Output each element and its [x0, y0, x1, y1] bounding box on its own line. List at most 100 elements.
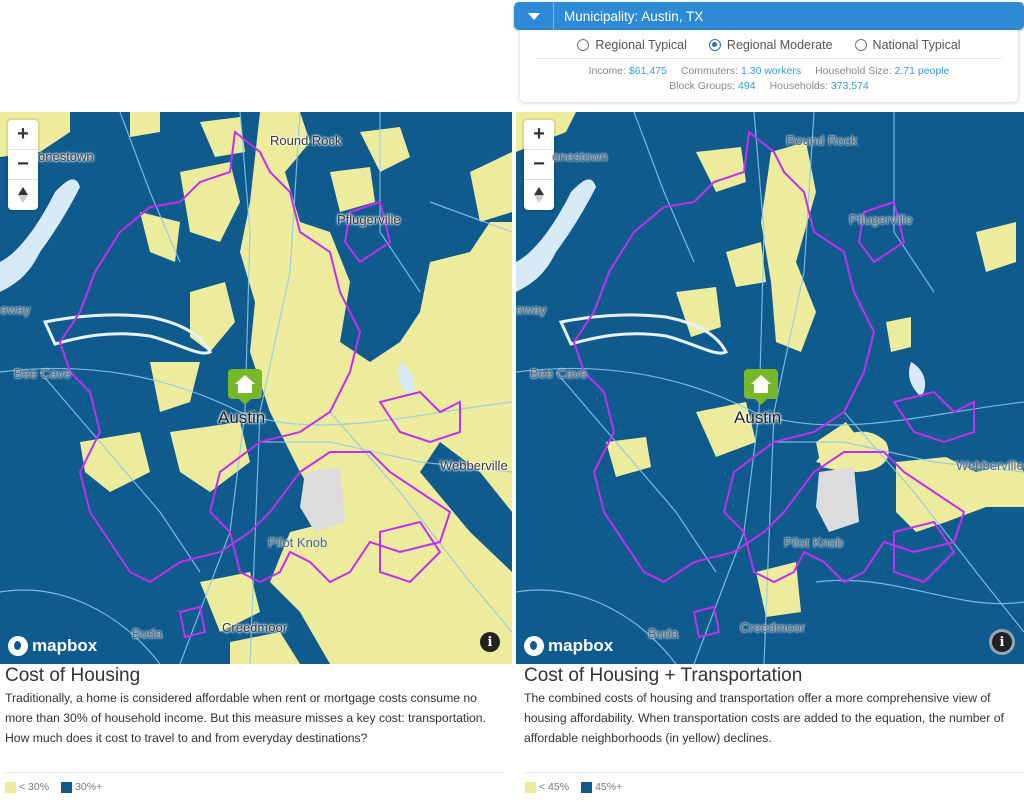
municipality-panel: Municipality: Austin, TX Regional Typica…	[514, 2, 1024, 108]
legend-swatch-blue	[581, 781, 593, 793]
municipality-header[interactable]: Municipality: Austin, TX	[514, 2, 1024, 30]
housing-transportation-caption: Cost of Housing + Transportation The com…	[524, 664, 1024, 748]
legend-label: 45%+	[595, 781, 623, 793]
municipality-title: Municipality: Austin, TX	[564, 8, 704, 24]
label-webberville: Webberville	[956, 458, 1024, 473]
marker-pointer	[755, 399, 767, 405]
stat-label: Block Groups:	[669, 80, 736, 92]
radio-regional-typical[interactable]: Regional Typical	[577, 38, 687, 52]
compass-north-icon	[18, 187, 28, 195]
stat-value: $61,475	[628, 65, 667, 77]
radio-checked-icon[interactable]	[708, 39, 721, 51]
household-size-stat: Household Size: 2.71 people	[815, 65, 949, 77]
household-profile-radio-group: Regional Typical Regional Moderate Natio…	[536, 38, 1002, 59]
label-creedmoor: Creedmoor	[222, 620, 288, 635]
compass-reset-button[interactable]	[8, 180, 38, 210]
panel-title: Cost of Housing	[5, 665, 141, 686]
home-location-marker[interactable]	[228, 369, 262, 405]
mapbox-attribution-logo[interactable]: mapbox	[524, 636, 613, 656]
home-icon	[744, 369, 778, 399]
legend-label: 30%+	[75, 781, 103, 793]
housing-legend: < 30% 30%+	[5, 781, 110, 793]
label-buda: Buda	[648, 626, 679, 641]
radio-national-typical[interactable]: National Typical	[854, 38, 961, 52]
label-jonestown: onestown	[552, 149, 608, 164]
stat-label: Income:	[588, 65, 626, 77]
zoom-in-button[interactable]: +	[524, 120, 554, 150]
households-stat: Households: 373,574	[770, 80, 869, 92]
zoom-control: + −	[8, 120, 38, 210]
stat-value: 1.30 workers	[740, 65, 802, 77]
housing-transportation-cost-map[interactable]: + − onestown Round Rock Pflugerville ewa…	[516, 112, 1024, 664]
housing-transportation-legend: < 45% 45%+	[525, 781, 630, 793]
choropleth-layer	[0, 112, 512, 664]
compass-south-icon	[18, 195, 28, 203]
mapbox-attribution-logo[interactable]: mapbox	[8, 636, 97, 656]
label-bee-cave: Bee Cave	[14, 366, 72, 381]
label-pilot-knob: Pilot Knob	[784, 535, 844, 550]
label-lakeway: eway	[0, 302, 31, 317]
legend-swatch-yellow	[525, 781, 536, 793]
legend-item-affordable: < 30%	[5, 781, 49, 793]
zoom-out-button[interactable]: −	[524, 150, 554, 180]
home-icon	[228, 369, 262, 399]
label-bee-cave: Bee Cave	[530, 366, 588, 381]
housing-caption: Cost of Housing Traditionally, a home is…	[5, 664, 505, 748]
stat-value: 494	[738, 80, 756, 92]
stat-label: Commuters:	[680, 65, 739, 77]
stat-label: Household Size:	[815, 65, 892, 77]
panel-description: Traditionally, a home is considered affo…	[5, 691, 486, 745]
legend-item-unaffordable: 45%+	[581, 781, 622, 793]
radio-label: National Typical	[872, 38, 961, 52]
mapbox-wordmark: mapbox	[548, 636, 614, 655]
compass-reset-button[interactable]	[524, 180, 554, 210]
label-buda: Buda	[132, 626, 163, 641]
mapbox-icon	[8, 636, 28, 656]
stats-row-1: Income: $61,475 Commuters: 1.30 workers …	[530, 65, 1008, 77]
block-groups-stat: Block Groups: 494	[669, 80, 755, 92]
radio-label: Regional Typical	[595, 38, 687, 52]
legend-label: < 45%	[539, 781, 570, 793]
stat-value: 373,574	[830, 80, 869, 92]
income-stat: Income: $61,475	[589, 65, 667, 77]
legend-label: < 30%	[19, 781, 50, 793]
divider	[5, 772, 504, 773]
compass-north-icon	[534, 187, 544, 195]
label-pflugerville: Pflugerville	[337, 212, 401, 227]
label-austin: Austin	[734, 408, 782, 427]
label-jonestown: onestown	[38, 149, 94, 164]
stats-row-2: Block Groups: 494 Households: 373,574	[530, 80, 1008, 92]
label-round-rock: Round Rock	[786, 133, 858, 148]
zoom-out-button[interactable]: −	[8, 150, 38, 180]
radio-unchecked-icon[interactable]	[854, 39, 867, 51]
collapse-toggle-button[interactable]	[514, 2, 554, 30]
radio-unchecked-icon[interactable]	[577, 39, 590, 51]
panel-description: The combined costs of housing and transp…	[524, 691, 1004, 745]
label-webberville: Webberville	[440, 458, 508, 473]
info-button[interactable]: i	[480, 632, 500, 652]
legend-item-affordable: < 45%	[525, 781, 569, 793]
compass-south-icon	[534, 195, 544, 203]
legend-swatch-yellow	[5, 781, 16, 793]
marker-pointer	[239, 399, 251, 405]
mapbox-icon	[524, 636, 544, 656]
info-button[interactable]: i	[992, 632, 1012, 652]
divider	[525, 772, 1024, 773]
label-pflugerville: Pflugerville	[849, 212, 913, 227]
label-austin: Austin	[218, 408, 266, 427]
housing-cost-map[interactable]: + − onestown Round Rock Pflugerville ewa…	[0, 112, 512, 664]
stat-label: Households:	[769, 80, 828, 92]
legend-swatch-blue	[61, 781, 73, 793]
label-pilot-knob: Pilot Knob	[268, 535, 328, 550]
stat-value: 2.71 people	[894, 65, 950, 77]
panel-title: Cost of Housing + Transportation	[524, 665, 803, 686]
label-lakeway: eway	[516, 302, 547, 317]
label-creedmoor: Creedmoor	[740, 620, 806, 635]
zoom-control: + −	[524, 120, 554, 210]
caret-down-icon	[527, 12, 540, 20]
label-round-rock: Round Rock	[270, 133, 342, 148]
home-location-marker[interactable]	[744, 369, 778, 405]
radio-regional-moderate[interactable]: Regional Moderate	[708, 38, 833, 52]
zoom-in-button[interactable]: +	[8, 120, 38, 150]
